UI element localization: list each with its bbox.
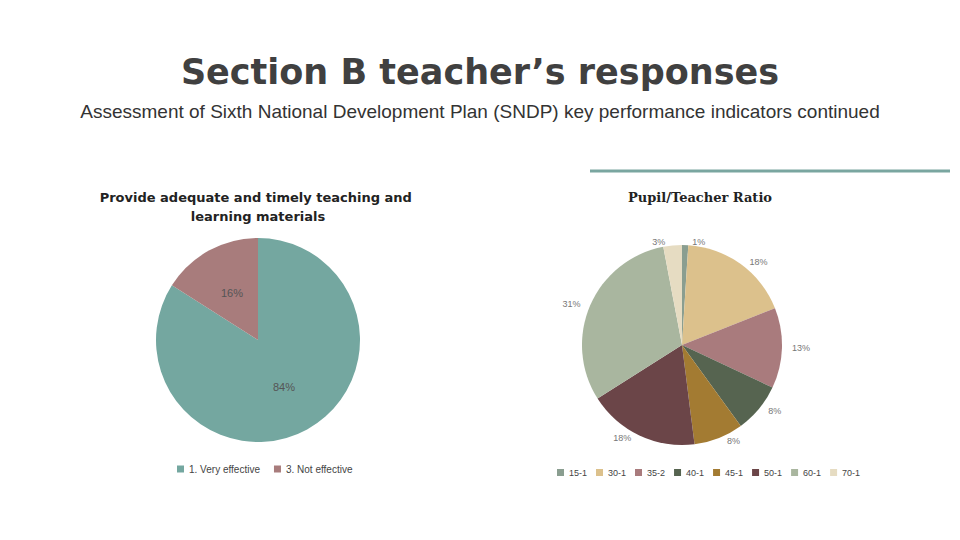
svg-text:3%: 3% — [652, 237, 665, 247]
svg-text:Pupil/Teacher Ratio: Pupil/Teacher Ratio — [628, 190, 772, 205]
svg-text:3. Not effective: 3. Not effective — [286, 464, 353, 475]
svg-text:Provide adequate and timely te: Provide adequate and timely teaching and — [100, 190, 417, 205]
svg-text:1%: 1% — [692, 237, 705, 247]
svg-text:30-1: 30-1 — [608, 468, 626, 478]
svg-text:60-1: 60-1 — [803, 468, 821, 478]
svg-text:1. Very effective: 1. Very effective — [189, 464, 260, 475]
svg-text:40-1: 40-1 — [686, 468, 704, 478]
svg-text:8%: 8% — [768, 406, 781, 416]
svg-text:16%: 16% — [221, 287, 243, 299]
svg-text:Assessment of Sixth National D: Assessment of Sixth National Development… — [80, 101, 879, 122]
svg-text:13%: 13% — [792, 343, 810, 353]
svg-text:18%: 18% — [613, 433, 631, 443]
svg-text:35-2: 35-2 — [647, 468, 665, 478]
svg-text:8%: 8% — [727, 436, 740, 446]
svg-text:learning materials: learning materials — [191, 209, 326, 224]
svg-text:31%: 31% — [562, 299, 580, 309]
svg-text:15-1: 15-1 — [569, 468, 587, 478]
svg-text:70-1: 70-1 — [842, 468, 860, 478]
svg-text:18%: 18% — [750, 257, 768, 267]
svg-text:50-1: 50-1 — [764, 468, 782, 478]
svg-text:Section B teacher’s responses: Section B teacher’s responses — [181, 52, 779, 92]
svg-text:45-1: 45-1 — [725, 468, 743, 478]
svg-text:84%: 84% — [273, 381, 295, 393]
